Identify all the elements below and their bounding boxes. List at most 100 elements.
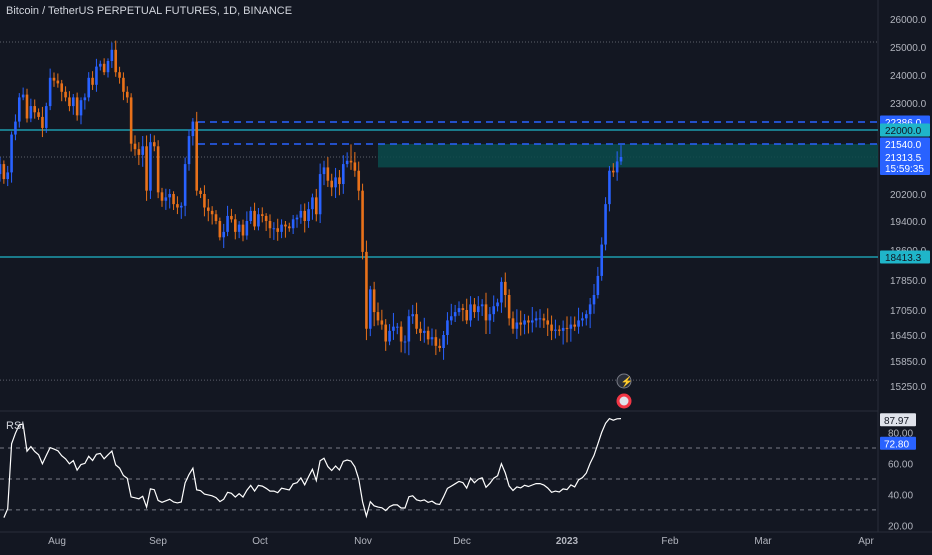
candle-body: [203, 194, 206, 208]
candle-body: [457, 308, 461, 313]
candle-body: [145, 146, 148, 191]
candle-body: [573, 324, 577, 327]
rsi-value-box: [880, 413, 916, 427]
price-tick-label: 15250.0: [890, 382, 927, 393]
candle-body: [380, 320, 384, 325]
candle-body: [17, 97, 21, 122]
candle-body: [10, 134, 13, 173]
candle-body: [330, 180, 334, 188]
candle-body: [565, 327, 569, 329]
candle-body: [604, 204, 607, 245]
level-label-3: 18413.3: [885, 253, 922, 264]
candle-body: [592, 295, 596, 305]
candle-body: [581, 318, 584, 321]
candle-body: [322, 167, 326, 175]
candle-body: [542, 318, 546, 321]
candle-body: [515, 322, 519, 329]
candle-body: [554, 329, 557, 331]
candle-body: [129, 97, 133, 144]
rsi-value-label: 87.97: [884, 416, 909, 427]
candle-body: [0, 164, 2, 175]
candle-body: [361, 190, 364, 252]
candle-body: [226, 215, 229, 232]
price-tick-label: 20200.0: [890, 190, 927, 201]
candle-body: [253, 210, 256, 227]
candle-body: [492, 306, 496, 315]
price-tick-label: 23000.0: [890, 99, 927, 110]
price-tick-label: 26000.0: [890, 15, 927, 26]
countdown-label: 15:59:35: [885, 164, 924, 175]
candle-body: [187, 136, 191, 165]
candle-body: [577, 320, 580, 327]
candle-body: [461, 308, 465, 310]
price-tick-label: 16450.0: [890, 331, 927, 342]
candle-body: [615, 161, 619, 173]
candle-body: [407, 316, 411, 342]
candle-body: [488, 314, 492, 321]
time-tick-label: 2023: [556, 536, 579, 547]
candle-body: [172, 194, 175, 205]
candle-body: [272, 228, 276, 230]
level-label-1-box: [880, 123, 930, 137]
candle-body: [264, 215, 268, 221]
candle-body: [237, 224, 241, 232]
candle-body: [357, 170, 361, 191]
candle-body: [222, 231, 226, 238]
candle-body: [91, 77, 94, 85]
candle-body: [550, 324, 553, 331]
time-tick-label: Aug: [48, 536, 66, 547]
rsi-title: RSI: [6, 420, 25, 432]
candle-body: [349, 160, 353, 163]
candle-body: [588, 304, 592, 315]
candle-body: [110, 49, 114, 61]
candle-body: [179, 205, 183, 208]
candle-body: [453, 312, 457, 317]
candle-body: [334, 177, 337, 188]
candle-body: [392, 326, 395, 331]
candle-body: [291, 219, 295, 229]
candle-body: [403, 341, 407, 343]
rsi-ma-box: [880, 436, 916, 450]
candle-body: [534, 318, 538, 321]
candle-body: [353, 162, 357, 171]
candle-body: [307, 209, 310, 221]
candle-body: [619, 157, 623, 162]
candle-body: [584, 314, 588, 319]
candle-body: [476, 306, 480, 313]
candle-body: [268, 221, 272, 229]
candle-body: [419, 328, 422, 333]
candle-body: [496, 302, 499, 307]
candle-body: [168, 194, 172, 198]
candle-body: [546, 320, 550, 325]
candle-body: [280, 224, 283, 232]
candle-body: [199, 190, 202, 194]
candle-body: [75, 97, 79, 116]
price-tick-label: 17850.0: [890, 276, 927, 287]
candle-body: [569, 324, 573, 329]
candle-body: [68, 97, 71, 107]
candle-body: [141, 146, 145, 155]
candle-body: [106, 61, 110, 73]
flash-event-icon: [616, 373, 632, 389]
candle-body: [608, 170, 611, 205]
candle-body: [434, 337, 438, 346]
candle-body: [245, 221, 249, 236]
price-tick-label: 24000.0: [890, 71, 927, 82]
candle-body: [257, 214, 260, 227]
candle-body: [164, 197, 168, 201]
candle-body: [411, 314, 415, 317]
candle-body: [160, 192, 164, 201]
candle-body: [176, 204, 179, 208]
candle-body: [480, 304, 484, 307]
candle-body: [449, 316, 453, 321]
candle-body: [214, 214, 218, 221]
rsi-line: [3, 417, 622, 519]
candle-body: [41, 116, 44, 128]
candle-body: [527, 320, 530, 323]
candle-body: [87, 77, 91, 98]
candle-body: [137, 149, 141, 155]
candle-body: [469, 304, 472, 321]
candle-body: [345, 160, 349, 165]
